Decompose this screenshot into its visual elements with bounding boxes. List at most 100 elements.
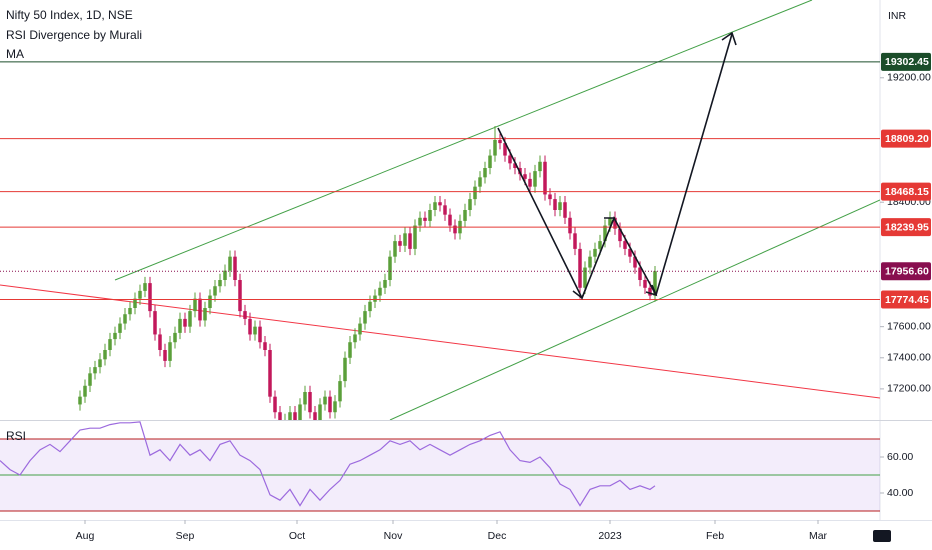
candle-body bbox=[528, 178, 532, 187]
candle-body bbox=[413, 225, 417, 249]
candle-body bbox=[393, 241, 397, 257]
candle-body bbox=[303, 392, 307, 405]
candle-body bbox=[223, 270, 227, 280]
drawing-overlay bbox=[497, 31, 737, 300]
candle-body bbox=[203, 308, 207, 321]
candle-body bbox=[143, 283, 147, 291]
candle-body bbox=[653, 271, 657, 296]
arrow-head bbox=[604, 217, 616, 229]
candle-body bbox=[233, 256, 237, 280]
tv-logo bbox=[873, 530, 891, 542]
arrow-head bbox=[572, 287, 587, 300]
candle-body bbox=[118, 323, 122, 333]
candle-body bbox=[533, 171, 537, 187]
price-label: 18239.95 bbox=[885, 221, 929, 233]
candle-body bbox=[178, 318, 182, 333]
candle-body bbox=[648, 287, 652, 296]
rsi-y-tick-label: 60.00 bbox=[887, 451, 913, 463]
candle-body bbox=[618, 228, 622, 242]
candle-body bbox=[88, 373, 92, 386]
rsi-pane bbox=[0, 421, 880, 512]
candle-body bbox=[463, 210, 467, 221]
candle-body bbox=[378, 287, 382, 296]
candle-body bbox=[318, 404, 322, 420]
candle-body bbox=[363, 311, 367, 324]
candle-body bbox=[578, 248, 582, 288]
candle-body bbox=[473, 186, 477, 200]
candle-body bbox=[343, 357, 347, 382]
candle-body bbox=[103, 350, 107, 360]
candle-body bbox=[278, 412, 282, 420]
candle-body bbox=[78, 396, 82, 405]
candle-body bbox=[478, 177, 482, 187]
currency-label: INR bbox=[888, 10, 907, 22]
price-label-box bbox=[881, 52, 931, 71]
price-label: 17774.45 bbox=[885, 294, 929, 306]
candle-body bbox=[598, 241, 602, 249]
x-tick-label: Nov bbox=[384, 530, 403, 542]
candle-body bbox=[623, 241, 627, 249]
channel-upper bbox=[114, 0, 813, 281]
candle-body bbox=[93, 367, 97, 374]
candle-body bbox=[628, 248, 632, 257]
arrow-head bbox=[721, 31, 737, 46]
candle-body bbox=[563, 202, 567, 218]
symbol-title[interactable]: Nifty 50 Index, 1D, NSE bbox=[6, 8, 133, 22]
y-tick-label: 17400.00 bbox=[887, 352, 931, 364]
candle-body bbox=[253, 326, 257, 335]
candle-body bbox=[423, 217, 427, 221]
candle-body bbox=[603, 225, 607, 242]
price-label-box bbox=[881, 129, 931, 148]
price-label-box bbox=[881, 262, 931, 281]
candle-body bbox=[348, 342, 352, 358]
indicator-label[interactable]: RSI Divergence by Murali bbox=[6, 28, 142, 42]
candle-body bbox=[168, 342, 172, 361]
candle-body bbox=[183, 318, 187, 327]
rsi-title[interactable]: RSI bbox=[6, 429, 26, 443]
x-tick-label: Oct bbox=[289, 530, 305, 542]
candle-body bbox=[113, 332, 117, 340]
candle-body bbox=[188, 311, 192, 327]
candle-body bbox=[238, 280, 242, 312]
candle-body bbox=[438, 202, 442, 206]
candle-body bbox=[513, 163, 517, 168]
candle-body bbox=[428, 210, 432, 221]
x-tick-label: Sep bbox=[176, 530, 195, 542]
candle-body bbox=[248, 318, 252, 335]
candle-body bbox=[148, 283, 152, 312]
candle-body bbox=[108, 339, 112, 350]
candle-body bbox=[613, 217, 617, 229]
candle-body bbox=[503, 143, 507, 156]
candle-body bbox=[153, 311, 157, 335]
y-tick-label: 17200.00 bbox=[887, 383, 931, 395]
candle-body bbox=[358, 323, 362, 335]
candle-body bbox=[403, 233, 407, 246]
candle-body bbox=[498, 140, 502, 144]
candle-body bbox=[408, 233, 412, 249]
candle-body bbox=[313, 412, 317, 420]
x-tick-label: Feb bbox=[706, 530, 724, 542]
rsi-y-tick-label: 40.00 bbox=[887, 487, 913, 499]
rsi-line bbox=[0, 421, 656, 507]
candle-body bbox=[373, 295, 377, 302]
candle-body bbox=[193, 298, 197, 312]
indicator-label[interactable]: MA bbox=[6, 47, 24, 61]
price-label: 18468.15 bbox=[885, 186, 929, 198]
candle-body bbox=[333, 401, 337, 413]
candle-body bbox=[543, 161, 547, 195]
candle-body bbox=[493, 140, 497, 156]
candle-body bbox=[123, 314, 127, 324]
candle-body bbox=[298, 404, 302, 420]
candle-body bbox=[568, 217, 572, 234]
candle-body bbox=[508, 155, 512, 164]
candle-body bbox=[573, 233, 577, 249]
y-tick-label: 19200.00 bbox=[887, 72, 931, 84]
candle-body bbox=[548, 194, 552, 200]
price-label-box bbox=[881, 218, 931, 237]
projection-arrow bbox=[655, 33, 733, 296]
candle-body bbox=[583, 267, 587, 288]
candle-body bbox=[643, 280, 647, 288]
candle-body bbox=[273, 396, 277, 413]
candle-body bbox=[128, 308, 132, 315]
